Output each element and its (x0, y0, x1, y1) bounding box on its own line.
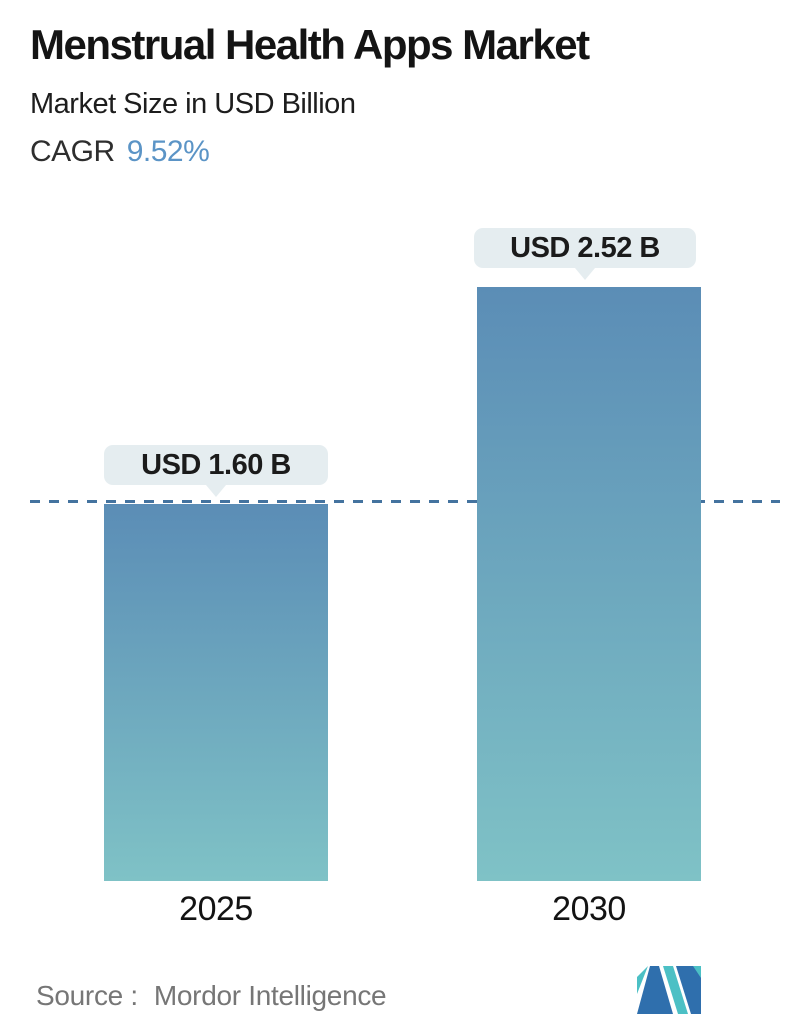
value-label-2030: USD 2.52 B (474, 228, 696, 268)
cagr-label: CAGR (30, 135, 115, 169)
axis-label-2030: 2030 (552, 890, 626, 928)
mordor-intelligence-logo (637, 966, 701, 1014)
value-label-2025: USD 1.60 B (104, 445, 328, 485)
value-label-2025-text: USD 1.60 B (141, 448, 291, 481)
source-value: Mordor Intelligence (153, 980, 387, 1011)
value-label-2030-text: USD 2.52 B (510, 231, 660, 264)
chart-subtitle: Market Size in USD Billion (30, 88, 356, 121)
chart-header: Menstrual Health Apps Market Market Size… (30, 21, 590, 169)
page-title: Menstrual Health Apps Market (30, 21, 590, 68)
source-label: Source : (36, 980, 138, 1011)
cagr-value: 9.52% (126, 135, 210, 169)
bar-2025 (104, 504, 328, 881)
reference-line (30, 500, 780, 503)
axis-label-2025: 2025 (179, 890, 253, 928)
cagr-line: CAGR 9.52% (30, 135, 589, 169)
source-line: Source : Mordor Intelligence (36, 980, 387, 1012)
bar-2030 (477, 287, 701, 881)
